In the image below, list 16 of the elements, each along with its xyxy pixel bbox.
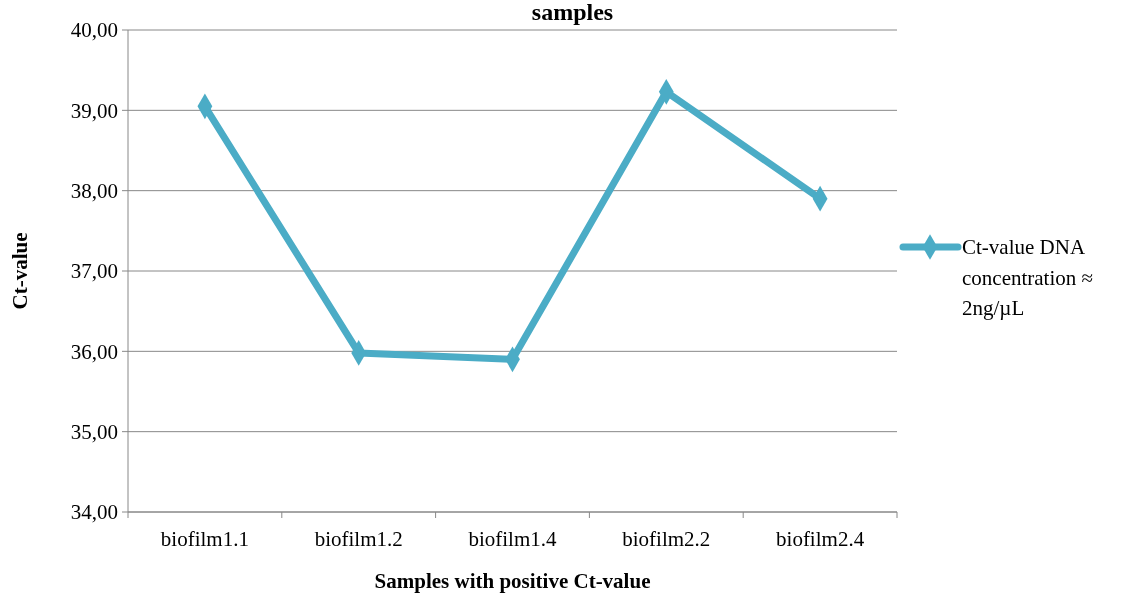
y-tick-label: 35,00 [70,420,118,445]
y-tick-label: 37,00 [70,259,118,284]
y-axis-title: Ct-value [8,232,32,310]
x-tick-label: biofilm2.2 [622,527,711,551]
x-tick-label: biofilm1.2 [314,527,403,551]
y-tick-label: 39,00 [70,98,118,123]
chart-title: samples [531,0,614,25]
x-axis-title: Samples with positive Ct-value [374,569,651,593]
y-tick-label: 40,00 [70,18,118,43]
y-tick-label: 36,00 [70,339,118,364]
x-tick-label: biofilm2.4 [776,527,865,551]
x-tick-label: biofilm1.1 [160,527,249,551]
y-tick-label: 38,00 [70,179,118,204]
y-tick-label: 34,00 [70,500,118,525]
legend-label: Ct-value DNA concentration ≈ 2ng/µL [962,235,1094,321]
x-tick-label: biofilm1.4 [468,527,558,551]
